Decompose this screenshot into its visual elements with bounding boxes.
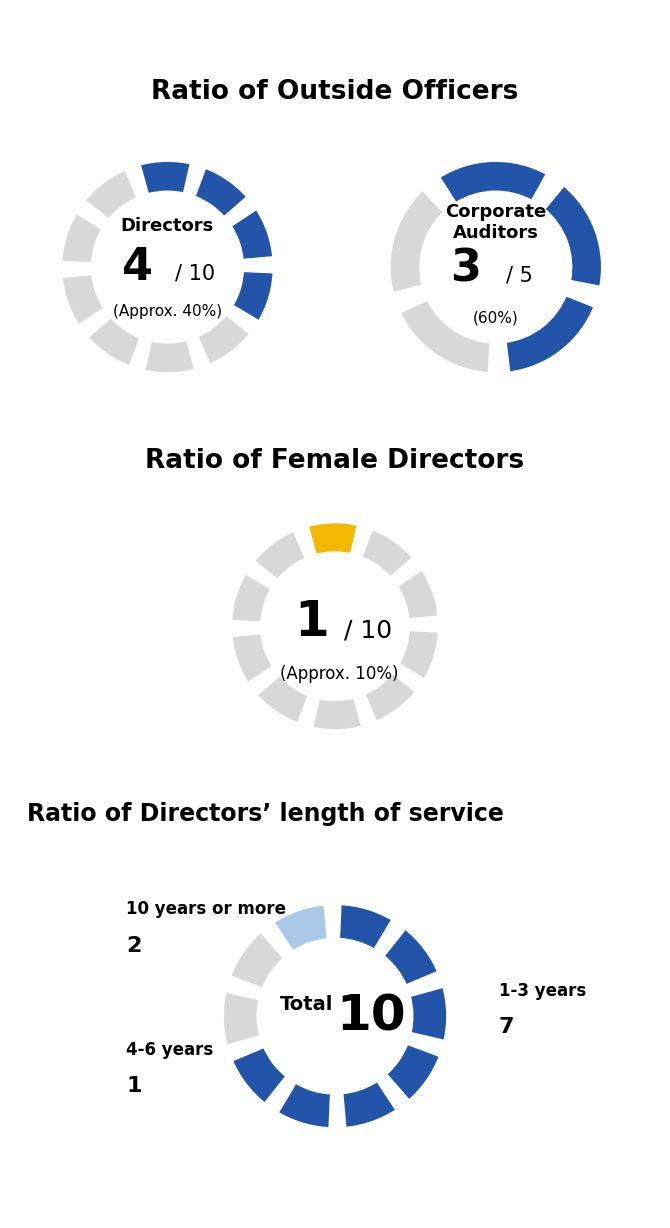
Text: Corporate
Auditors: Corporate Auditors xyxy=(445,203,547,242)
Wedge shape xyxy=(230,632,274,684)
Wedge shape xyxy=(383,928,439,986)
Text: / 10: / 10 xyxy=(176,264,215,284)
Wedge shape xyxy=(505,295,595,373)
Text: Ratio of Outside Officers: Ratio of Outside Officers xyxy=(151,79,519,106)
Wedge shape xyxy=(87,316,141,367)
Wedge shape xyxy=(399,298,491,373)
Text: Total: Total xyxy=(280,996,334,1014)
Wedge shape xyxy=(139,160,192,195)
Wedge shape xyxy=(194,167,248,219)
Text: 1: 1 xyxy=(295,598,330,646)
Text: Ratio of Directors’ length of service: Ratio of Directors’ length of service xyxy=(27,802,504,825)
Text: (Approx. 10%): (Approx. 10%) xyxy=(280,666,399,684)
Wedge shape xyxy=(438,160,547,204)
Wedge shape xyxy=(61,274,105,327)
Wedge shape xyxy=(197,313,251,366)
Wedge shape xyxy=(389,189,445,293)
Text: 1: 1 xyxy=(126,1076,142,1097)
Wedge shape xyxy=(231,1046,287,1104)
Text: 3: 3 xyxy=(450,248,481,291)
Wedge shape xyxy=(409,986,448,1041)
Wedge shape xyxy=(256,674,310,725)
Wedge shape xyxy=(342,1081,397,1129)
Text: 1-3 years: 1-3 years xyxy=(498,982,586,1001)
Wedge shape xyxy=(143,339,196,375)
Wedge shape xyxy=(396,569,440,620)
Wedge shape xyxy=(277,1082,332,1129)
Text: Ratio of Female Directors: Ratio of Female Directors xyxy=(145,447,525,474)
Wedge shape xyxy=(307,522,358,556)
Wedge shape xyxy=(232,270,274,322)
Wedge shape xyxy=(230,572,272,623)
Wedge shape xyxy=(61,212,103,264)
Wedge shape xyxy=(273,904,328,952)
Wedge shape xyxy=(398,630,440,680)
Wedge shape xyxy=(222,991,261,1046)
Wedge shape xyxy=(230,208,274,260)
Text: 2: 2 xyxy=(126,936,141,957)
Text: 10 years or more: 10 years or more xyxy=(126,900,286,919)
Text: Directors: Directors xyxy=(121,217,214,236)
Wedge shape xyxy=(312,696,363,731)
Text: 10: 10 xyxy=(336,992,406,1040)
Wedge shape xyxy=(253,530,306,581)
Wedge shape xyxy=(385,1043,441,1102)
Text: 4-6 years: 4-6 years xyxy=(126,1041,214,1059)
Wedge shape xyxy=(543,184,603,287)
Text: / 5: / 5 xyxy=(506,265,533,286)
Wedge shape xyxy=(338,904,393,950)
Wedge shape xyxy=(84,168,138,221)
Wedge shape xyxy=(229,931,285,990)
Text: 4: 4 xyxy=(122,246,153,289)
Text: (60%): (60%) xyxy=(473,311,519,325)
Wedge shape xyxy=(360,528,414,578)
Text: 7: 7 xyxy=(498,1018,514,1038)
Text: (Approx. 40%): (Approx. 40%) xyxy=(113,305,222,319)
Text: / 10: / 10 xyxy=(344,619,393,642)
Wedge shape xyxy=(364,672,417,722)
